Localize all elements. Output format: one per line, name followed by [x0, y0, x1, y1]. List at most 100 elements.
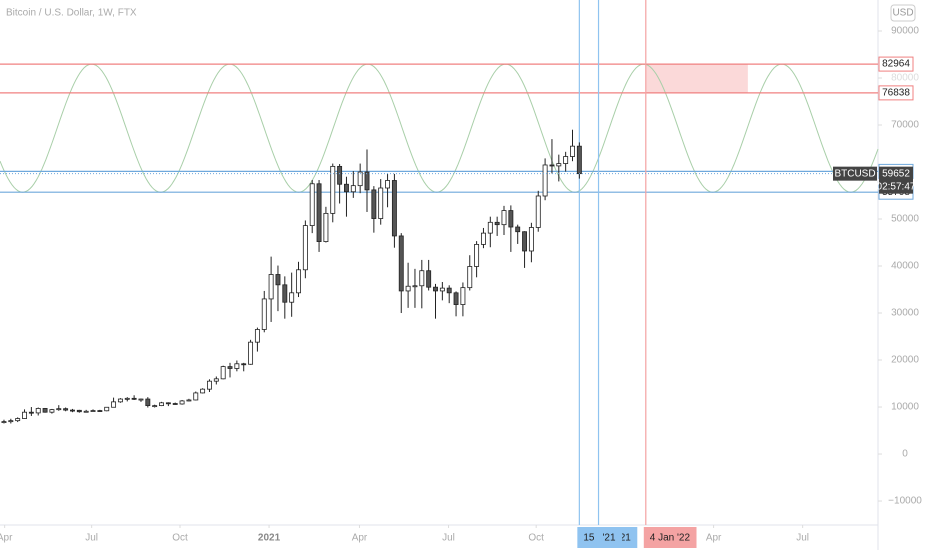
candle-body [460, 287, 466, 305]
date-label-box [596, 527, 623, 548]
candle-body [405, 285, 411, 292]
candle-body [145, 398, 151, 407]
candle-body [83, 410, 89, 413]
price-label-box [878, 85, 914, 101]
candle-body [494, 221, 500, 226]
candle-body [474, 244, 480, 267]
candle-body [268, 274, 274, 300]
candle-body [179, 400, 185, 405]
price-label-box [878, 56, 914, 72]
candle-body [28, 411, 34, 414]
x-tick-label: 2021 [258, 533, 281, 544]
candle-body [576, 145, 582, 175]
candle-body [528, 227, 534, 252]
candle-body [8, 420, 14, 423]
y-tick-label: 90000 [891, 26, 919, 37]
candle-body [467, 266, 473, 289]
candle-body [117, 398, 123, 403]
currency: USD [892, 8, 913, 19]
candle-body [227, 366, 233, 369]
candle-body [159, 402, 164, 407]
candle-body [213, 378, 219, 382]
candle-body [90, 410, 96, 412]
candle-body [385, 180, 391, 189]
x-tick-label: Apr [706, 533, 722, 544]
x-tick-label: Apr [352, 533, 368, 544]
symbol: BTCUSD [834, 168, 875, 179]
date-label: '21 [603, 533, 616, 544]
candle-body [364, 171, 370, 191]
candle-body [508, 210, 514, 228]
candle-body [207, 380, 212, 390]
candle-body [556, 163, 562, 167]
candle-body [22, 411, 27, 419]
candle-body [241, 363, 247, 366]
last-price: 59652 [882, 168, 910, 179]
candle-body [344, 183, 349, 193]
candle-body [542, 164, 548, 197]
candle-body [419, 270, 425, 287]
candle-body [76, 409, 82, 413]
candle-body [426, 270, 432, 288]
symbol-box [833, 166, 877, 181]
candle-body [391, 180, 397, 237]
x-tick-label: Apr [0, 533, 13, 544]
candle-body [439, 287, 445, 292]
currency-box[interactable] [890, 4, 916, 22]
y-tick-label: 20000 [891, 355, 919, 366]
candle-body [378, 187, 384, 219]
y-tick-label: 80000 [891, 73, 919, 84]
candle-body [282, 284, 288, 303]
candle-body [371, 189, 377, 219]
x-tick-label: Jul [85, 533, 98, 544]
candle-body [501, 210, 507, 226]
y-tick-label: 0 [902, 449, 908, 460]
candle-body [193, 392, 199, 401]
y-tick-label: −10000 [888, 496, 922, 507]
candle-body [480, 232, 486, 245]
candle-body [42, 408, 48, 413]
last-price-box [879, 166, 913, 194]
candle-body [446, 287, 452, 294]
candle-body [487, 221, 493, 234]
candle-body [309, 183, 315, 227]
candle-body [49, 409, 55, 413]
candle-body [357, 171, 363, 187]
candle-body [124, 397, 130, 400]
candle-body [570, 145, 575, 157]
candle-body [152, 405, 158, 408]
candle-body [111, 401, 117, 408]
candle-body [412, 285, 418, 288]
candle-body [535, 195, 541, 228]
chart-title: Bitcoin / U.S. Dollar, 1W, FTX [6, 8, 137, 19]
candle-body [97, 410, 103, 412]
candle-body [186, 399, 192, 402]
candle-body [63, 408, 69, 411]
y-tick-label: 50000 [891, 214, 919, 225]
candle-body [563, 156, 569, 164]
candle-body [261, 298, 267, 330]
candle-body [275, 274, 281, 286]
candle-body [398, 235, 404, 292]
price-label: 76838 [882, 88, 910, 99]
candle-body [549, 164, 555, 167]
candle-body [35, 408, 41, 414]
target-zone [645, 64, 748, 93]
candle-body [104, 406, 110, 412]
candle-body [302, 225, 308, 271]
candle-body [56, 408, 62, 411]
candle-body [131, 397, 137, 400]
candle-body [433, 286, 438, 292]
candle-body [337, 165, 343, 185]
countdown: 02:57:47 [877, 181, 916, 192]
candle-body [453, 292, 459, 305]
candle-body [165, 402, 171, 405]
candle-body [234, 363, 240, 369]
candle-body [289, 292, 295, 303]
candle-body [1, 421, 7, 423]
candle-body [330, 165, 336, 214]
candle-body [522, 231, 528, 252]
y-tick-label: 40000 [891, 261, 919, 272]
